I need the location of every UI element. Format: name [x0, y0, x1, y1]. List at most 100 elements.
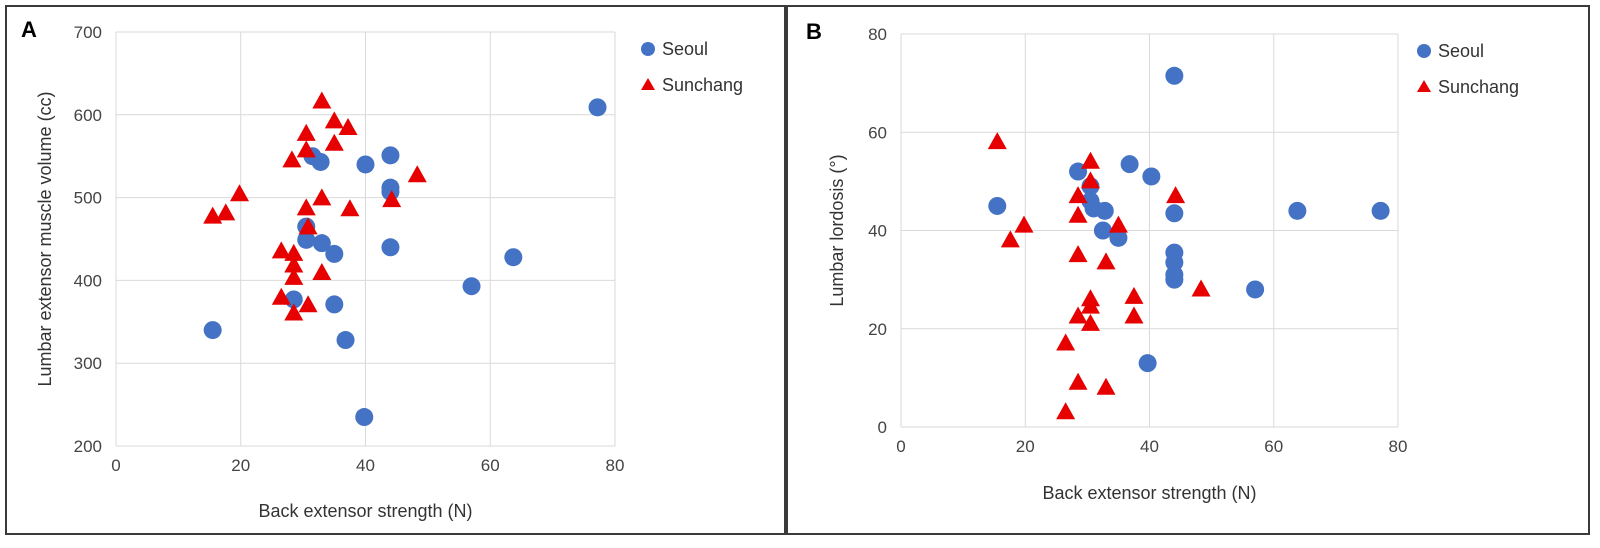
sunchang-point [271, 241, 291, 259]
sunchang-point [298, 295, 318, 313]
seoul-point [311, 152, 330, 171]
chart-a-svg: 0 20 40 60 80 200 300 400 500 600 700 Back extensor… [21, 17, 743, 521]
seoul-point [462, 277, 481, 296]
seoul-point [381, 238, 400, 257]
x-axis-title: Back extensor strength (N) [1042, 483, 1256, 503]
sunchang-point [284, 303, 304, 321]
sunchang-point [1124, 306, 1144, 324]
sunchang-point [1056, 402, 1076, 420]
sunchang-point [312, 188, 332, 206]
y-tick-label: 700 [74, 23, 102, 42]
seoul-point [1165, 66, 1184, 85]
sunchang-point [987, 132, 1007, 150]
x-tick-label: 0 [111, 456, 120, 475]
sunchang-point [382, 190, 402, 208]
panel-label: A [21, 17, 37, 42]
legend-marker-seoul [641, 42, 655, 56]
x-tick-label: 40 [1140, 437, 1159, 456]
seoul-point [1120, 155, 1139, 174]
y-tick-label: 80 [868, 25, 887, 44]
seoul-point [588, 98, 607, 117]
seoul-point [312, 234, 331, 253]
sunchang-point [284, 255, 304, 273]
y-tick-label: 0 [878, 418, 887, 437]
sunchang-point [1068, 372, 1088, 390]
sunchang-point [1080, 296, 1100, 314]
seoul-point [336, 331, 355, 350]
y-tick-label: 600 [74, 106, 102, 125]
sunchang-point [1080, 171, 1100, 189]
sunchang-point [340, 199, 360, 217]
seoul-point [1142, 167, 1161, 186]
legend-marker-sunchang [1417, 80, 1431, 92]
y-tick-label: 60 [868, 123, 887, 142]
seoul-point [1165, 270, 1184, 289]
sunchang-point [284, 243, 304, 261]
x-tick-label: 60 [481, 456, 500, 475]
legend-label: Sunchang [1438, 77, 1519, 97]
x-tick-label: 20 [231, 456, 250, 475]
sunchang-point [271, 287, 291, 305]
sunchang-point [1068, 186, 1088, 204]
seoul-point [356, 155, 375, 174]
seoul-point [1138, 354, 1157, 373]
seoul-point [504, 248, 523, 267]
panel-a: 0 20 40 60 80 200 300 400 500 600 700 Back extensor… [5, 5, 786, 535]
seoul-point [1095, 201, 1114, 220]
seoul-point [355, 408, 374, 427]
sunchang-point [1124, 286, 1144, 304]
x-axis-title: Back extensor strength (N) [258, 501, 472, 521]
sunchang-point [296, 123, 316, 141]
y-axis-title: Lumbar extensor muscle volume (cc) [35, 91, 55, 386]
seoul-point [325, 295, 344, 314]
sunchang-point [312, 91, 332, 109]
seoul-point [1288, 201, 1307, 220]
sunchang-point [1191, 279, 1211, 297]
legend-label: Seoul [1438, 41, 1484, 61]
seoul-point [1093, 221, 1112, 240]
sunchang-point [1000, 230, 1020, 248]
sunchang-point [1166, 186, 1186, 204]
x-tick-label: 80 [1389, 437, 1408, 456]
sunchang-point [284, 267, 304, 285]
sunchang-point [282, 150, 302, 168]
y-tick-label: 500 [74, 189, 102, 208]
sunchang-point [1068, 245, 1088, 263]
legend-label: Sunchang [662, 75, 743, 95]
x-tick-label: 80 [606, 456, 625, 475]
seoul-point [297, 230, 316, 249]
panel-label: B [806, 19, 822, 44]
seoul-point [1165, 204, 1184, 223]
y-tick-label: 300 [74, 354, 102, 373]
seoul-point [381, 146, 400, 165]
sunchang-point [1096, 252, 1116, 270]
seoul-point [1246, 280, 1265, 299]
x-tick-label: 40 [356, 456, 375, 475]
x-tick-label: 60 [1264, 437, 1283, 456]
sunchang-point [296, 198, 316, 216]
chart-b-svg: 0 20 40 60 80 0 20 40 60 80 Back extensor strength… [806, 19, 1519, 503]
sunchang-point [324, 133, 344, 151]
sunchang-point [1068, 205, 1088, 223]
seoul-point [1371, 201, 1390, 220]
legend-marker-sunchang [641, 78, 655, 90]
x-tick-label: 20 [1016, 437, 1035, 456]
seoul-point [988, 196, 1007, 215]
sunchang-point [324, 111, 344, 129]
sunchang-point [296, 140, 316, 158]
sunchang-point [338, 118, 358, 136]
sunchang-point [407, 165, 427, 183]
seoul-point [1109, 228, 1128, 247]
seoul-point [203, 321, 222, 340]
sunchang-point [298, 217, 318, 235]
sunchang-point [312, 262, 332, 280]
legend-label: Seoul [662, 39, 708, 59]
y-tick-label: 200 [74, 437, 102, 456]
sunchang-point [1108, 215, 1128, 233]
seoul-point [325, 244, 344, 263]
x-tick-label: 0 [896, 437, 905, 456]
y-axis-title: Lumbar lordosis (°) [827, 154, 847, 306]
sunchang-point [216, 203, 236, 221]
sunchang-point [1080, 151, 1100, 169]
panel-b: 0 20 40 60 80 0 20 40 60 80 Back extensor strength… [786, 5, 1590, 535]
